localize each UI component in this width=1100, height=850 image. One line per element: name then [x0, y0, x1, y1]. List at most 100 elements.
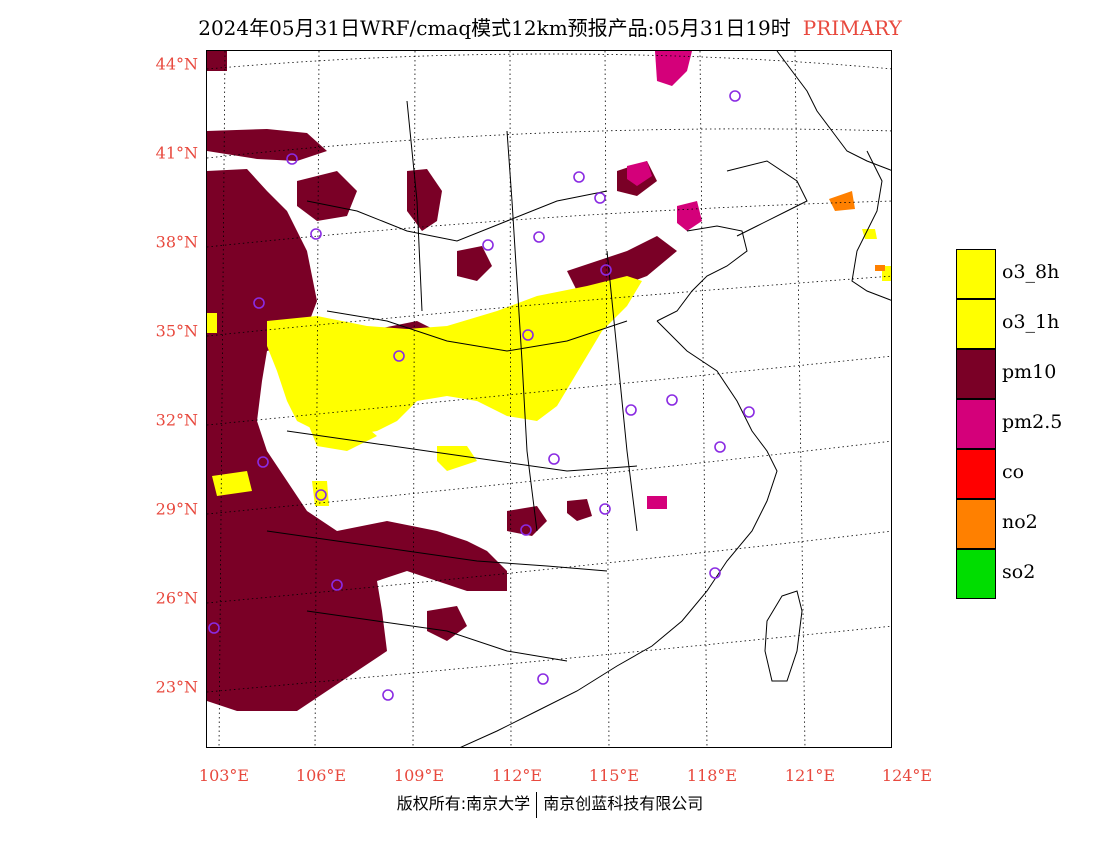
station-marker: [714, 441, 726, 453]
boundaries: [266, 51, 891, 747]
station-marker: [729, 90, 741, 102]
o3-guizhou: [312, 481, 329, 506]
stations: [208, 90, 755, 701]
station-marker: [548, 453, 560, 465]
station-marker: [331, 579, 343, 591]
parallel-44: [207, 53, 891, 70]
station-marker: [393, 350, 405, 362]
meridian-112: [509, 51, 512, 747]
no2-shandong: [875, 265, 885, 271]
station-marker: [382, 689, 394, 701]
liaodong-coast: [726, 160, 808, 237]
taiwan: [764, 590, 803, 682]
meridian-106: [314, 51, 320, 747]
o3-west-patch: [207, 313, 252, 496]
no2-dalian: [829, 191, 855, 211]
station-marker: [537, 673, 549, 685]
legend-swatch: [956, 349, 996, 399]
o3-central-band: [267, 276, 642, 436]
pm25-hebei: [627, 161, 652, 186]
east-coast: [460, 320, 778, 747]
station-marker: [666, 394, 678, 406]
copyright-separator: [536, 791, 538, 818]
station-marker: [520, 524, 532, 536]
meridian-118: [699, 51, 708, 747]
lat-label-23: 23°N: [155, 677, 198, 697]
legend-label: so2: [1002, 561, 1036, 583]
legend-swatch: [956, 549, 996, 599]
station-marker: [482, 239, 494, 251]
lon-label-124: 124°E: [881, 766, 933, 785]
parallel-29: [207, 440, 891, 515]
pm25-jiangxi: [647, 496, 667, 509]
pm25-field: [627, 51, 702, 509]
pm10-jiangxi: [567, 499, 592, 521]
lon-label-118: 118°E: [686, 766, 738, 785]
pm10-hubei: [507, 506, 547, 536]
legend-swatch: [956, 499, 996, 549]
station-marker: [315, 489, 327, 501]
legend-swatch: [956, 299, 996, 349]
o3-east-sea: [862, 229, 891, 281]
pm10-gansu-north: [297, 171, 357, 221]
title-text: 2024年05月31日WRF/cmaq模式12km预报产品:05月31日19时: [198, 16, 791, 40]
pm10-guizhou: [427, 606, 467, 641]
station-marker: [310, 228, 322, 240]
o3-chongqing: [437, 446, 477, 471]
lat-label-38: 38°N: [155, 232, 198, 252]
legend-label: co: [1002, 461, 1025, 483]
pm25-inner-mongolia: [655, 51, 692, 86]
legend-swatch: [956, 449, 996, 499]
graticule: [207, 51, 891, 747]
station-marker: [286, 153, 298, 165]
lat-label-29: 29°N: [155, 499, 198, 519]
pm10-shanxi: [457, 246, 492, 281]
lat-label-35: 35°N: [155, 321, 198, 341]
meridian-115: [604, 51, 610, 747]
lat-label-26: 26°N: [155, 588, 198, 608]
parallel-35: [207, 275, 891, 337]
lat-label-32: 32°N: [155, 410, 198, 430]
lon-label-106: 106°E: [295, 766, 347, 785]
lat-label-44: 44°N: [155, 54, 198, 74]
o3-sichuan: [307, 419, 377, 451]
lat-label-41: 41°N: [155, 143, 198, 163]
station-marker: [709, 567, 721, 579]
station-marker: [533, 231, 545, 243]
pm10-west-band: [207, 169, 507, 711]
pm10-south: [247, 581, 357, 671]
pollutant-map[interactable]: [206, 50, 892, 748]
legend-label: no2: [1002, 511, 1038, 533]
lon-label-112: 112°E: [491, 766, 543, 785]
parallel-41: [207, 128, 891, 159]
station-marker: [599, 503, 611, 515]
copyright-right: 南京创蓝科技有限公司: [543, 794, 704, 813]
station-marker: [253, 297, 265, 309]
station-marker: [522, 329, 534, 341]
legend-label: pm10: [1002, 361, 1057, 383]
copyright: 版权所有:南京大学 南京创蓝科技有限公司: [0, 790, 1100, 818]
pm10-central-north: [407, 169, 442, 231]
station-marker: [625, 404, 637, 416]
legend-label: o3_1h: [1002, 311, 1060, 333]
primary-tag: PRIMARY: [802, 16, 902, 40]
lon-label-121: 121°E: [784, 766, 836, 785]
parallel-38: [207, 200, 891, 248]
station-marker: [573, 171, 585, 183]
copyright-left: 版权所有:南京大学: [396, 794, 531, 813]
meridian-103: [218, 51, 226, 747]
meridian-109: [412, 51, 416, 747]
legend-label: o3_8h: [1002, 261, 1060, 283]
legend-swatch: [956, 399, 996, 449]
map-canvas: [207, 51, 891, 747]
station-marker: [257, 456, 269, 468]
lon-label-109: 109°E: [393, 766, 445, 785]
station-marker: [208, 622, 220, 634]
station-marker: [600, 264, 612, 276]
lon-label-103: 103°E: [198, 766, 250, 785]
legend-label: pm2.5: [1002, 411, 1063, 433]
pm10-hebei: [567, 236, 677, 291]
coastline: [776, 51, 891, 171]
province-lines: [266, 100, 638, 662]
station-marker: [594, 192, 606, 204]
